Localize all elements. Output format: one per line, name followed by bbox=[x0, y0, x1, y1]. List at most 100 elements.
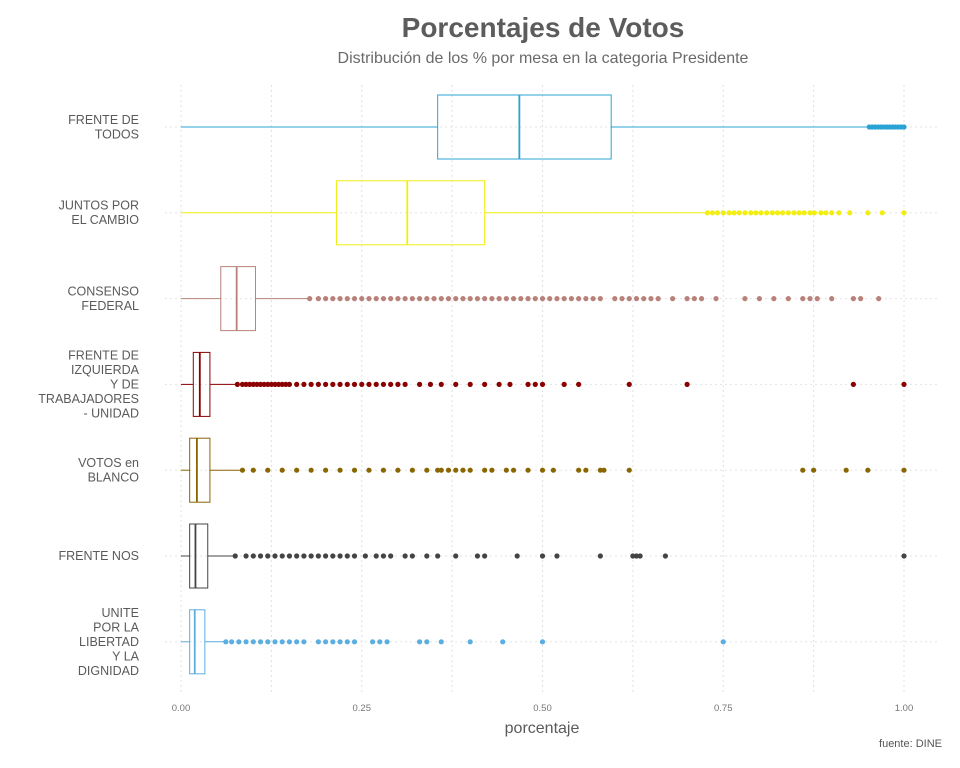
outlier-point bbox=[633, 553, 640, 559]
outlier-point bbox=[800, 296, 806, 302]
outlier-point bbox=[301, 381, 307, 387]
outlier-point bbox=[265, 553, 271, 559]
outlier-point bbox=[351, 381, 358, 387]
outlier-point bbox=[301, 639, 307, 645]
outlier-point bbox=[286, 639, 293, 645]
outlier-point bbox=[460, 296, 466, 302]
category-label: UNITE bbox=[102, 606, 140, 620]
outlier-point bbox=[879, 210, 885, 216]
outlier-point bbox=[771, 296, 777, 302]
box-layer bbox=[181, 94, 907, 675]
outlier-point bbox=[308, 381, 314, 387]
outlier-point bbox=[713, 296, 719, 302]
outlier-point bbox=[366, 296, 372, 302]
outlier-point bbox=[438, 467, 444, 473]
outlier-point bbox=[337, 381, 343, 387]
outlier-point bbox=[261, 381, 267, 387]
outlier-point bbox=[453, 381, 459, 387]
outlier-point bbox=[239, 381, 246, 387]
box-iqr bbox=[437, 94, 612, 160]
outlier-point bbox=[550, 467, 556, 473]
outlier-point bbox=[641, 296, 647, 302]
outlier-point bbox=[796, 210, 802, 216]
outlier-point bbox=[243, 639, 249, 645]
outlier-point bbox=[373, 296, 379, 302]
outlier-point bbox=[482, 553, 488, 559]
outlier-point bbox=[748, 210, 754, 216]
outlier-point bbox=[720, 639, 726, 645]
outlier-point bbox=[648, 296, 654, 302]
outlier-point bbox=[438, 381, 444, 387]
outlier-point bbox=[330, 381, 336, 387]
outlier-point bbox=[811, 210, 817, 216]
outlier-point bbox=[402, 296, 408, 302]
outlier-point bbox=[279, 553, 285, 559]
outlier-point bbox=[756, 296, 763, 302]
outlier-point bbox=[633, 296, 640, 302]
outlier-point bbox=[514, 553, 520, 559]
box-group bbox=[181, 609, 726, 675]
outlier-point bbox=[525, 381, 531, 387]
category-label: - UNIDAD bbox=[83, 406, 139, 420]
x-axis: 0.00 0.25 0.50 0.75 1.00 bbox=[172, 703, 914, 714]
outlier-point bbox=[279, 467, 285, 473]
outlier-point bbox=[496, 296, 502, 302]
category-label: FRENTE NOS bbox=[58, 549, 139, 563]
outlier-point bbox=[424, 553, 430, 559]
box-group bbox=[181, 437, 907, 503]
outlier-point bbox=[395, 381, 401, 387]
category-label: VOTOS en bbox=[78, 456, 139, 470]
outlier-point bbox=[576, 467, 582, 473]
outlier-point bbox=[818, 210, 824, 216]
outlier-point bbox=[286, 381, 293, 387]
outlier-point bbox=[265, 467, 271, 473]
outlier-point bbox=[510, 467, 517, 473]
outlier-point bbox=[829, 210, 835, 216]
outlier-point bbox=[257, 553, 264, 559]
category-label: FRENTE DE bbox=[68, 348, 139, 362]
outlier-point bbox=[435, 467, 441, 473]
outlier-point bbox=[807, 296, 813, 302]
outlier-point bbox=[323, 467, 329, 473]
outlier-point bbox=[539, 639, 546, 645]
category-label: DIGNIDAD bbox=[78, 664, 139, 678]
outlier-point bbox=[496, 381, 502, 387]
outlier-point bbox=[532, 296, 538, 302]
outlier-point bbox=[254, 381, 260, 387]
outlier-point bbox=[590, 296, 596, 302]
outlier-point bbox=[344, 553, 350, 559]
outlier-point bbox=[416, 296, 423, 302]
outlier-point bbox=[373, 553, 379, 559]
outlier-point bbox=[315, 553, 321, 559]
outlier-point bbox=[351, 639, 358, 645]
outlier-point bbox=[250, 467, 256, 473]
outlier-point bbox=[250, 639, 256, 645]
outlier-point bbox=[323, 553, 329, 559]
outlier-point bbox=[583, 296, 589, 302]
outlier-point bbox=[489, 296, 495, 302]
outlier-point bbox=[265, 639, 271, 645]
box-iqr bbox=[189, 437, 211, 503]
outlier-point bbox=[662, 553, 669, 559]
outlier-point bbox=[330, 553, 336, 559]
category-label: LIBERTAD bbox=[79, 635, 139, 649]
outlier-point bbox=[409, 467, 415, 473]
outlier-point bbox=[384, 639, 390, 645]
outlier-point bbox=[568, 296, 575, 302]
outlier-point bbox=[539, 553, 546, 559]
outlier-point bbox=[726, 210, 732, 216]
outlier-point bbox=[704, 210, 710, 216]
outlier-point bbox=[858, 296, 864, 302]
outlier-point bbox=[337, 639, 343, 645]
outlier-point bbox=[769, 210, 776, 216]
outlier-point bbox=[351, 553, 358, 559]
outlier-point bbox=[539, 381, 546, 387]
outlier-point bbox=[438, 639, 444, 645]
outlier-point bbox=[388, 381, 394, 387]
outlier-point bbox=[272, 639, 278, 645]
outlier-point bbox=[395, 296, 401, 302]
outlier-point bbox=[247, 381, 253, 387]
outlier-point bbox=[901, 124, 907, 130]
outlier-point bbox=[901, 210, 907, 216]
outlier-point bbox=[229, 639, 235, 645]
